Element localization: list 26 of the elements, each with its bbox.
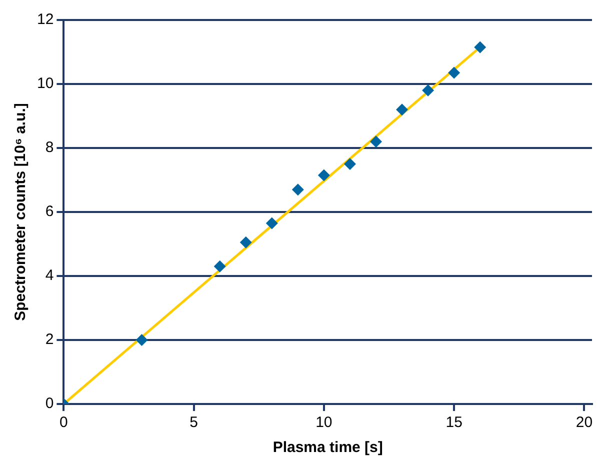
point (370, 136, 382, 148)
point (344, 158, 356, 170)
y-tick-label: 2 (45, 331, 54, 348)
point (266, 217, 278, 230)
y-tick-label: 10 (36, 75, 54, 92)
point (422, 84, 434, 96)
y-axis-title: Spectrometer counts [10⁶ a.u.] (12, 103, 30, 321)
point (448, 66, 460, 79)
x-axis-title: Plasma time [s] (272, 439, 383, 456)
point (240, 236, 252, 248)
point (214, 260, 226, 272)
y-tick-label: 8 (45, 139, 54, 156)
y-tick-label: 12 (36, 11, 54, 28)
x-tick-label: 20 (576, 414, 593, 432)
x-tick-label: 15 (446, 414, 462, 432)
point (292, 184, 304, 196)
x-tick-label: 10 (316, 414, 332, 432)
y-tick-label: 0 (45, 395, 54, 412)
point (396, 104, 408, 116)
y-tick-label: 6 (45, 203, 54, 220)
x-tick-label: 0 (60, 414, 68, 432)
x-tick-label: 5 (190, 414, 198, 432)
y-tick-label: 4 (45, 267, 54, 284)
point (136, 334, 148, 346)
point (474, 41, 486, 54)
point (318, 169, 330, 182)
